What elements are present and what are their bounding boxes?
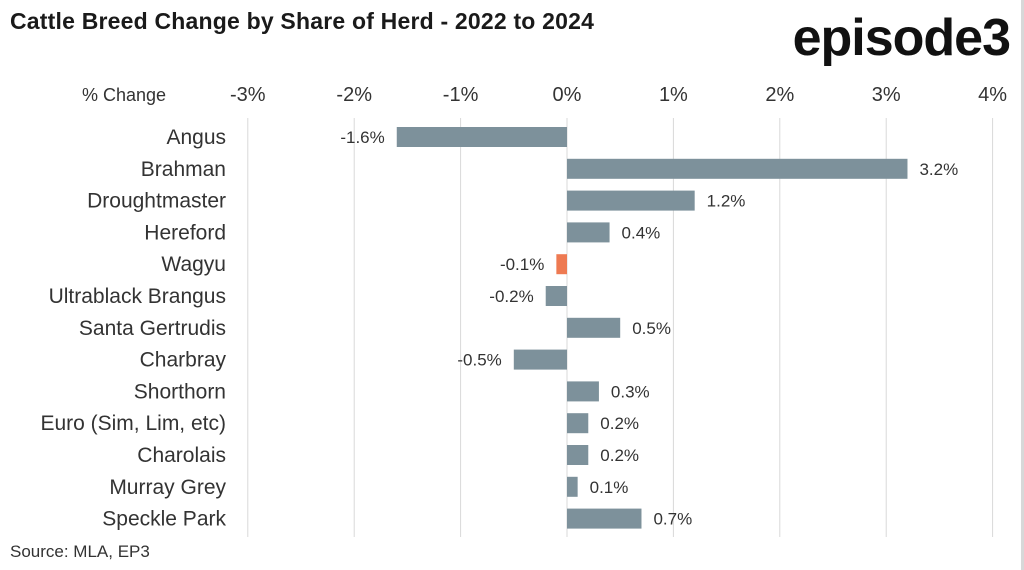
episode3-logo: episode3 xyxy=(792,9,1011,67)
category-labels: Angus Brahman Droughtmaster Hereford Wagyu Ul… xyxy=(40,126,226,531)
x-tick-label: -3% xyxy=(230,84,266,106)
bar xyxy=(513,349,567,370)
data-label: 0.5% xyxy=(632,319,671,338)
bar xyxy=(567,508,642,529)
bar xyxy=(545,286,567,306)
category-label: Wagyu xyxy=(161,253,226,276)
x-tick-label: 0% xyxy=(553,84,582,106)
x-tick-label: -1% xyxy=(443,84,479,106)
bar xyxy=(567,476,578,497)
data-label: -0.1% xyxy=(500,255,544,274)
bar xyxy=(396,127,567,147)
data-label: 0.1% xyxy=(590,478,629,497)
x-tick-label: -2% xyxy=(336,84,372,106)
category-label: Speckle Park xyxy=(102,508,226,531)
bar xyxy=(567,222,610,243)
bar xyxy=(567,381,599,402)
category-label: Charbray xyxy=(140,349,227,372)
category-label: Droughtmaster xyxy=(87,190,226,213)
data-label: 1.2% xyxy=(707,192,746,211)
data-label: 0.4% xyxy=(622,223,661,242)
data-label: -1.6% xyxy=(340,128,384,147)
category-label: Charolais xyxy=(137,444,226,467)
bar xyxy=(567,445,589,465)
category-label: Brahman xyxy=(141,158,226,181)
data-labels: -1.6% 3.2% 1.2% 0.4% -0.1% -0.2% 0.5% -0.5% 0.3%… xyxy=(340,128,958,529)
category-label: Santa Gertrudis xyxy=(79,317,226,340)
x-tick-label: 4% xyxy=(978,84,1007,106)
bar xyxy=(567,317,621,338)
data-label: -0.5% xyxy=(457,351,501,370)
category-label: Ultrablack Brangus xyxy=(49,285,226,308)
chart-title: Cattle Breed Change by Share of Herd - 2… xyxy=(10,8,595,34)
data-label: 0.3% xyxy=(611,382,650,401)
x-axis-title: % Change xyxy=(82,85,166,105)
x-tick-label: 2% xyxy=(765,84,794,106)
data-label: 0.7% xyxy=(653,510,692,529)
x-tick-label: 1% xyxy=(659,84,688,106)
bar xyxy=(567,190,695,211)
category-label: Hereford xyxy=(144,221,226,244)
data-label: 0.2% xyxy=(600,446,639,465)
bar xyxy=(567,413,589,434)
data-label: 3.2% xyxy=(919,160,958,179)
source-note: Source: MLA, EP3 xyxy=(10,542,150,561)
bar xyxy=(567,158,908,179)
data-label: 0.2% xyxy=(600,414,639,433)
bar xyxy=(556,254,567,275)
category-label: Euro (Sim, Lim, etc) xyxy=(40,412,226,435)
x-axis-ticks: -3% -2% -1% 0% 1% 2% 3% 4% xyxy=(230,84,1007,106)
category-label: Shorthorn xyxy=(134,380,226,403)
bars xyxy=(396,127,908,529)
category-label: Murray Grey xyxy=(109,476,226,499)
data-label: -0.2% xyxy=(489,287,533,306)
category-label: Angus xyxy=(166,126,226,149)
x-tick-label: 3% xyxy=(872,84,901,106)
